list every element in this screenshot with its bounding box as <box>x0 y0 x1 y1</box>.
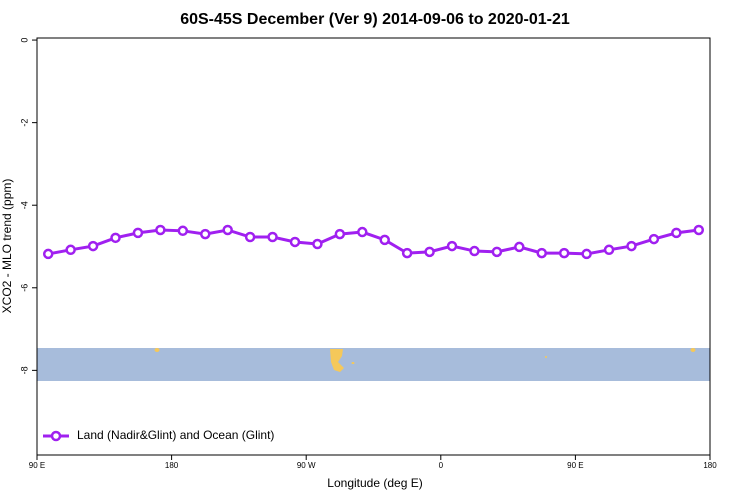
data-point <box>267 231 278 243</box>
data-point <box>200 228 211 240</box>
x-tick-label: 0 <box>439 461 444 470</box>
x-tick-label: 90 W <box>297 461 316 470</box>
data-point <box>469 245 480 257</box>
data-point <box>312 238 323 250</box>
legend-marker <box>50 430 62 442</box>
ocean-band <box>37 348 710 381</box>
y-tick-label: 0 <box>19 38 29 43</box>
data-point <box>626 240 637 252</box>
data-point <box>379 234 390 246</box>
data-point <box>132 227 144 239</box>
land-patches <box>154 348 696 372</box>
y-tick-label: -8 <box>19 366 29 374</box>
chart-title: 60S-45S December (Ver 9) 2014-09-06 to 2… <box>180 11 570 28</box>
x-tick-label: 90 E <box>567 461 583 470</box>
data-point <box>536 247 547 259</box>
x-tick-label: 90 E <box>29 461 45 470</box>
y-tick-label: -6 <box>19 284 29 292</box>
y-tick-label: -2 <box>19 119 29 127</box>
series-line <box>47 228 699 256</box>
data-point <box>424 246 435 258</box>
data-point <box>558 247 570 259</box>
y-axis-label: XCO2 - MLO trend (ppm) <box>0 179 14 314</box>
data-point <box>401 247 413 259</box>
data-point <box>87 240 99 252</box>
x-tick-label: 180 <box>165 461 179 470</box>
data-point <box>334 228 346 240</box>
data-point <box>446 240 458 252</box>
data-point <box>289 236 301 248</box>
data-point <box>648 233 660 245</box>
data-point <box>491 246 503 258</box>
data-point <box>244 231 256 243</box>
data-point <box>357 226 368 238</box>
data-point <box>222 224 233 236</box>
data-point <box>42 248 54 260</box>
data-point <box>177 225 189 237</box>
data-point <box>514 241 525 253</box>
plot-frame <box>36 37 711 456</box>
x-axis-label: Longitude (deg E) <box>327 476 422 490</box>
data-point <box>65 244 76 256</box>
y-tick-label: -4 <box>19 201 29 209</box>
data-point <box>110 232 121 244</box>
x-tick-label: 180 <box>703 461 717 470</box>
data-point <box>671 227 682 239</box>
data-point <box>603 244 615 256</box>
data-point <box>155 224 166 236</box>
data-point <box>581 248 592 260</box>
data-point <box>693 224 705 236</box>
legend-label: Land (Nadir&Glint) and Ocean (Glint) <box>77 428 274 442</box>
